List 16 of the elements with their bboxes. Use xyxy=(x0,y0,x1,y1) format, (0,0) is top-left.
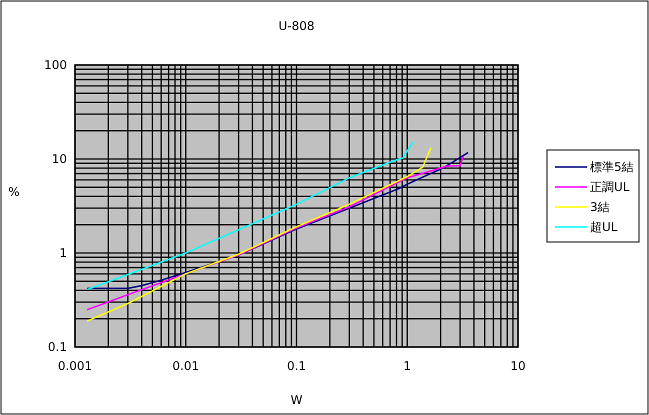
x-tick-label: 0.01 xyxy=(172,359,200,373)
y-tick-label: 10 xyxy=(52,152,67,166)
legend-label: 標準5結 xyxy=(590,160,634,174)
x-tick-label: 10 xyxy=(510,359,526,373)
x-tick-label: 1 xyxy=(403,359,412,373)
x-tick-label: 0.001 xyxy=(58,359,92,373)
y-tick-label: 0.1 xyxy=(48,340,67,354)
chart-title: U-808 xyxy=(278,19,315,33)
y-axis-title: % xyxy=(8,185,20,199)
y-tick-label: 1 xyxy=(59,246,67,260)
legend-label: 3結 xyxy=(590,200,610,214)
legend-label: 超UL xyxy=(590,220,618,234)
x-axis-title: W xyxy=(290,393,303,407)
legend-label: 正調UL xyxy=(590,180,630,194)
x-tick-label: 0.1 xyxy=(286,359,306,373)
y-tick-label: 100 xyxy=(44,58,67,72)
